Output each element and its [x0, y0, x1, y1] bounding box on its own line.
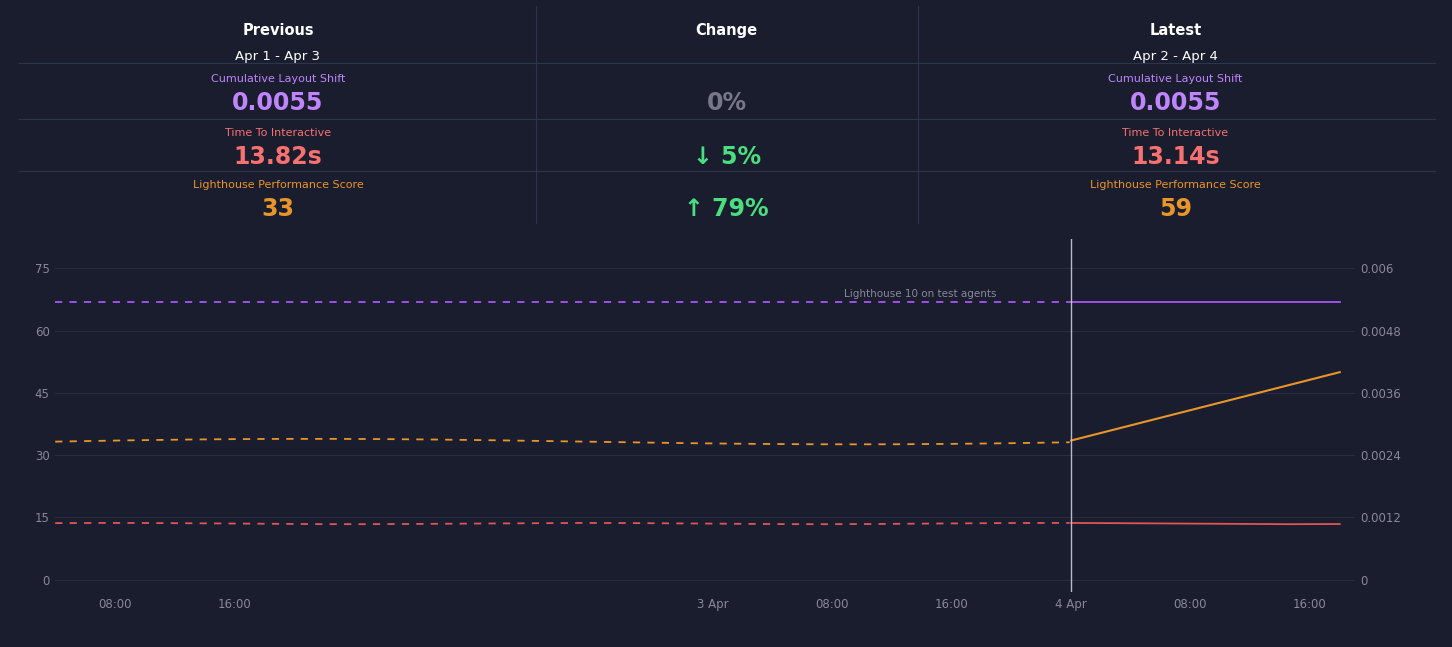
Text: Lighthouse Performance Score: Lighthouse Performance Score [1090, 181, 1260, 190]
Text: ↑ 79%: ↑ 79% [684, 197, 770, 221]
Text: Cumulative Layout Shift: Cumulative Layout Shift [1108, 74, 1243, 84]
Text: 13.82s: 13.82s [234, 145, 322, 169]
Text: 0.0055: 0.0055 [1130, 91, 1221, 115]
Text: Apr 2 - Apr 4: Apr 2 - Apr 4 [1133, 50, 1218, 63]
Text: ↓ 5%: ↓ 5% [693, 145, 761, 169]
Text: 33: 33 [261, 197, 295, 221]
Text: Change: Change [696, 23, 758, 38]
Text: 0%: 0% [707, 91, 746, 115]
Text: Latest: Latest [1150, 23, 1202, 38]
Text: Cumulative Layout Shift: Cumulative Layout Shift [211, 74, 346, 84]
Text: 0.0055: 0.0055 [232, 91, 324, 115]
Text: Time To Interactive: Time To Interactive [225, 128, 331, 138]
Text: Previous: Previous [242, 23, 314, 38]
Text: 13.14s: 13.14s [1131, 145, 1220, 169]
Text: Apr 1 - Apr 3: Apr 1 - Apr 3 [235, 50, 321, 63]
Text: Lighthouse Performance Score: Lighthouse Performance Score [193, 181, 363, 190]
Text: 59: 59 [1159, 197, 1192, 221]
Text: Time To Interactive: Time To Interactive [1122, 128, 1228, 138]
Text: Lighthouse 10 on test agents: Lighthouse 10 on test agents [844, 289, 996, 299]
